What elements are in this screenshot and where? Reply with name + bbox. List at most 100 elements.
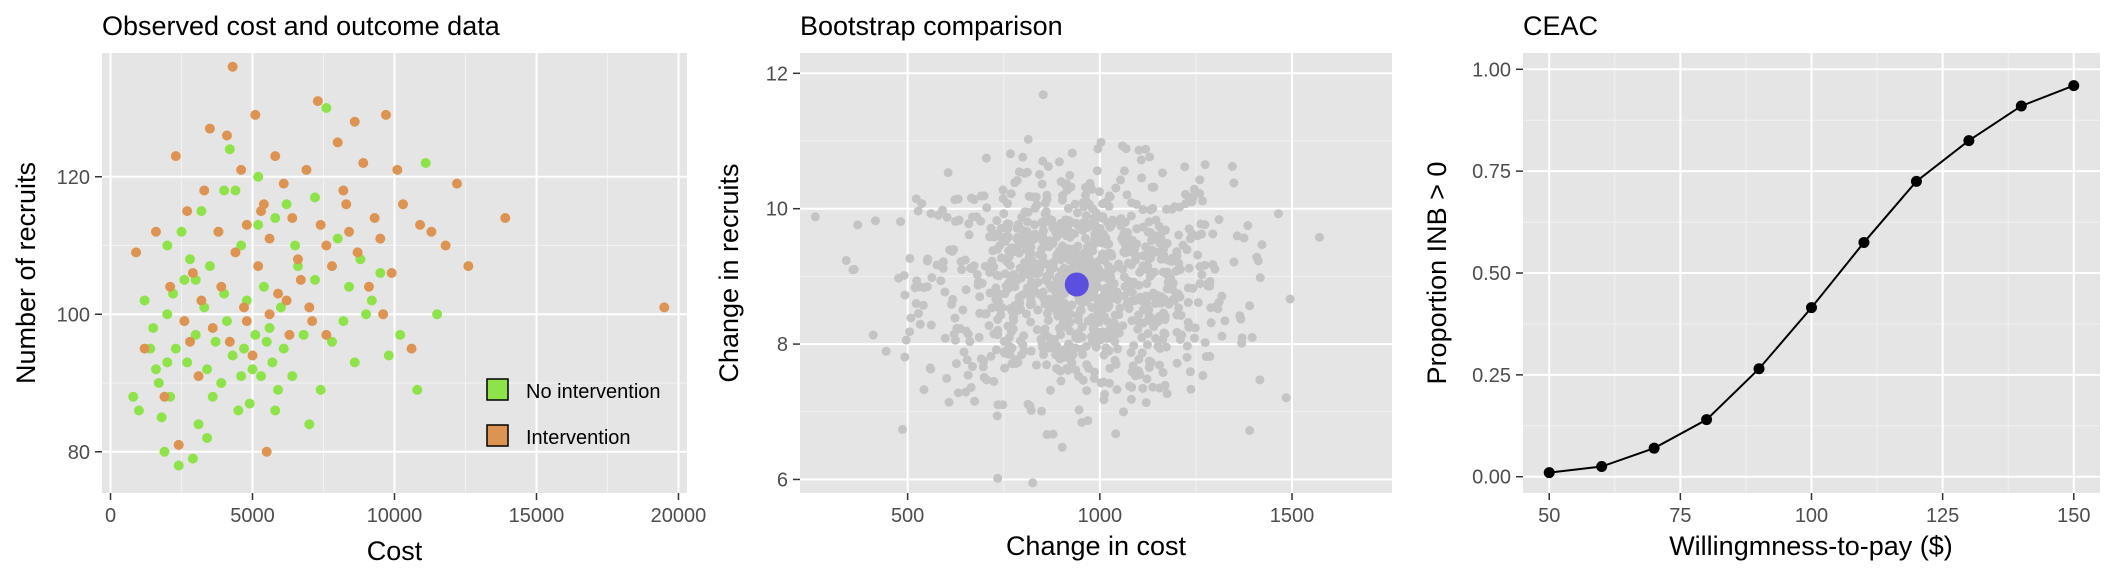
bootstrap-point bbox=[991, 345, 1001, 355]
bootstrap-point bbox=[1214, 215, 1224, 225]
bootstrap-point bbox=[1098, 377, 1108, 387]
ceac-point bbox=[1910, 175, 1922, 187]
bootstrap-point bbox=[1048, 302, 1058, 312]
bootstrap-point bbox=[972, 270, 982, 280]
bootstrap-point bbox=[1171, 266, 1181, 276]
bootstrap-point bbox=[1042, 271, 1052, 281]
bootstrap-point bbox=[1065, 352, 1075, 362]
bootstrap-point bbox=[926, 320, 936, 330]
bootstrap-point bbox=[1255, 375, 1265, 385]
bootstrap-point bbox=[1186, 384, 1196, 394]
bootstrap-point bbox=[1005, 260, 1015, 270]
bootstrap-point bbox=[1038, 343, 1048, 353]
bootstrap-point bbox=[1053, 221, 1063, 231]
point-no-intervention bbox=[224, 144, 235, 155]
bootstrap-point bbox=[985, 267, 995, 277]
point-no-intervention bbox=[247, 364, 258, 375]
bootstrap-point bbox=[1184, 224, 1194, 234]
bootstrap-point bbox=[960, 255, 970, 265]
x-ticks: 50 75 100 125 150 bbox=[1538, 493, 2090, 527]
point-no-intervention bbox=[148, 323, 159, 333]
bootstrap-point bbox=[1042, 430, 1052, 440]
gridlines bbox=[1523, 53, 2100, 493]
legend-label-intervention: Intervention bbox=[526, 427, 631, 449]
point-intervention bbox=[221, 130, 232, 141]
bootstrap-point bbox=[1213, 304, 1223, 314]
bootstrap-point bbox=[998, 194, 1008, 204]
bootstrap-point bbox=[1115, 175, 1125, 185]
bootstrap-point bbox=[1142, 374, 1152, 384]
bootstrap-point bbox=[969, 195, 979, 205]
point-no-intervention bbox=[270, 213, 281, 223]
bootstrap-point bbox=[1020, 207, 1030, 217]
x-tick-label: 1500 bbox=[1270, 505, 1315, 527]
bootstrap-point bbox=[1031, 360, 1041, 370]
bootstrap-point bbox=[1144, 217, 1154, 227]
bootstrap-point bbox=[1104, 326, 1114, 336]
point-intervention bbox=[321, 329, 332, 340]
bootstrap-point bbox=[1163, 277, 1173, 287]
point-no-intervention bbox=[173, 460, 184, 471]
x-tick-label: 150 bbox=[2057, 505, 2090, 527]
bootstrap-point bbox=[996, 253, 1006, 263]
point-no-intervention bbox=[219, 185, 230, 196]
bootstrap-point bbox=[1134, 145, 1144, 155]
y-tick-label: 8 bbox=[777, 334, 788, 356]
bootstrap-point bbox=[1077, 297, 1087, 307]
bootstrap-point bbox=[950, 195, 960, 205]
bootstrap-point bbox=[870, 216, 880, 226]
ceac-point bbox=[1858, 236, 1870, 248]
point-no-intervention bbox=[309, 192, 320, 203]
bootstrap-point bbox=[1024, 270, 1034, 280]
bootstrap-point bbox=[1000, 363, 1010, 373]
bootstrap-point bbox=[1100, 288, 1110, 298]
bootstrap-point bbox=[1112, 385, 1122, 395]
point-intervention bbox=[270, 151, 281, 162]
bootstrap-point bbox=[1145, 205, 1155, 215]
bootstrap-point bbox=[1198, 196, 1208, 206]
legend-swatch-intervention bbox=[486, 424, 509, 447]
bootstrap-point bbox=[965, 337, 975, 347]
point-no-intervention bbox=[349, 357, 360, 368]
bootstrap-point bbox=[1057, 305, 1067, 315]
bootstrap-point bbox=[1057, 442, 1067, 452]
mean-point bbox=[1064, 272, 1089, 297]
ceac-point bbox=[1701, 414, 1713, 426]
bootstrap-point bbox=[1109, 217, 1119, 227]
bootstrap-point bbox=[1197, 229, 1207, 239]
bootstrap-point bbox=[1126, 394, 1136, 404]
bootstrap-point bbox=[1146, 253, 1156, 263]
bootstrap-point bbox=[1083, 265, 1093, 275]
bootstrap-point bbox=[913, 206, 923, 216]
bootstrap-point bbox=[1094, 187, 1104, 197]
bootstrap-point bbox=[1080, 219, 1090, 229]
bootstrap-point bbox=[1100, 256, 1110, 266]
point-intervention bbox=[295, 274, 306, 285]
bootstrap-point bbox=[906, 313, 916, 323]
bootstrap-point bbox=[1138, 383, 1148, 393]
bootstrap-point bbox=[1063, 365, 1073, 375]
bootstrap-point bbox=[991, 229, 1001, 239]
legend: No intervention Intervention bbox=[486, 378, 661, 449]
point-intervention bbox=[426, 226, 437, 237]
bootstrap-point bbox=[1080, 190, 1090, 200]
point-no-intervention bbox=[236, 240, 247, 251]
bootstrap-point bbox=[1007, 343, 1017, 353]
bootstrap-point bbox=[1154, 221, 1164, 231]
bootstrap-point bbox=[1111, 183, 1121, 193]
point-no-intervention bbox=[275, 302, 286, 313]
point-intervention bbox=[440, 240, 451, 251]
bootstrap-point bbox=[1023, 134, 1033, 144]
point-intervention bbox=[301, 164, 312, 175]
bootstrap-point bbox=[961, 285, 971, 295]
point-no-intervention bbox=[202, 433, 213, 443]
bootstrap-point bbox=[1129, 341, 1139, 351]
point-intervention bbox=[375, 233, 386, 244]
bootstrap-point bbox=[1006, 327, 1016, 337]
bootstrap-point bbox=[1013, 275, 1023, 285]
point-intervention bbox=[315, 219, 326, 230]
x-tick-label: 50 bbox=[1538, 505, 1560, 527]
point-intervention bbox=[150, 226, 161, 237]
point-intervention bbox=[131, 247, 142, 258]
bootstrap-point bbox=[1099, 350, 1109, 360]
